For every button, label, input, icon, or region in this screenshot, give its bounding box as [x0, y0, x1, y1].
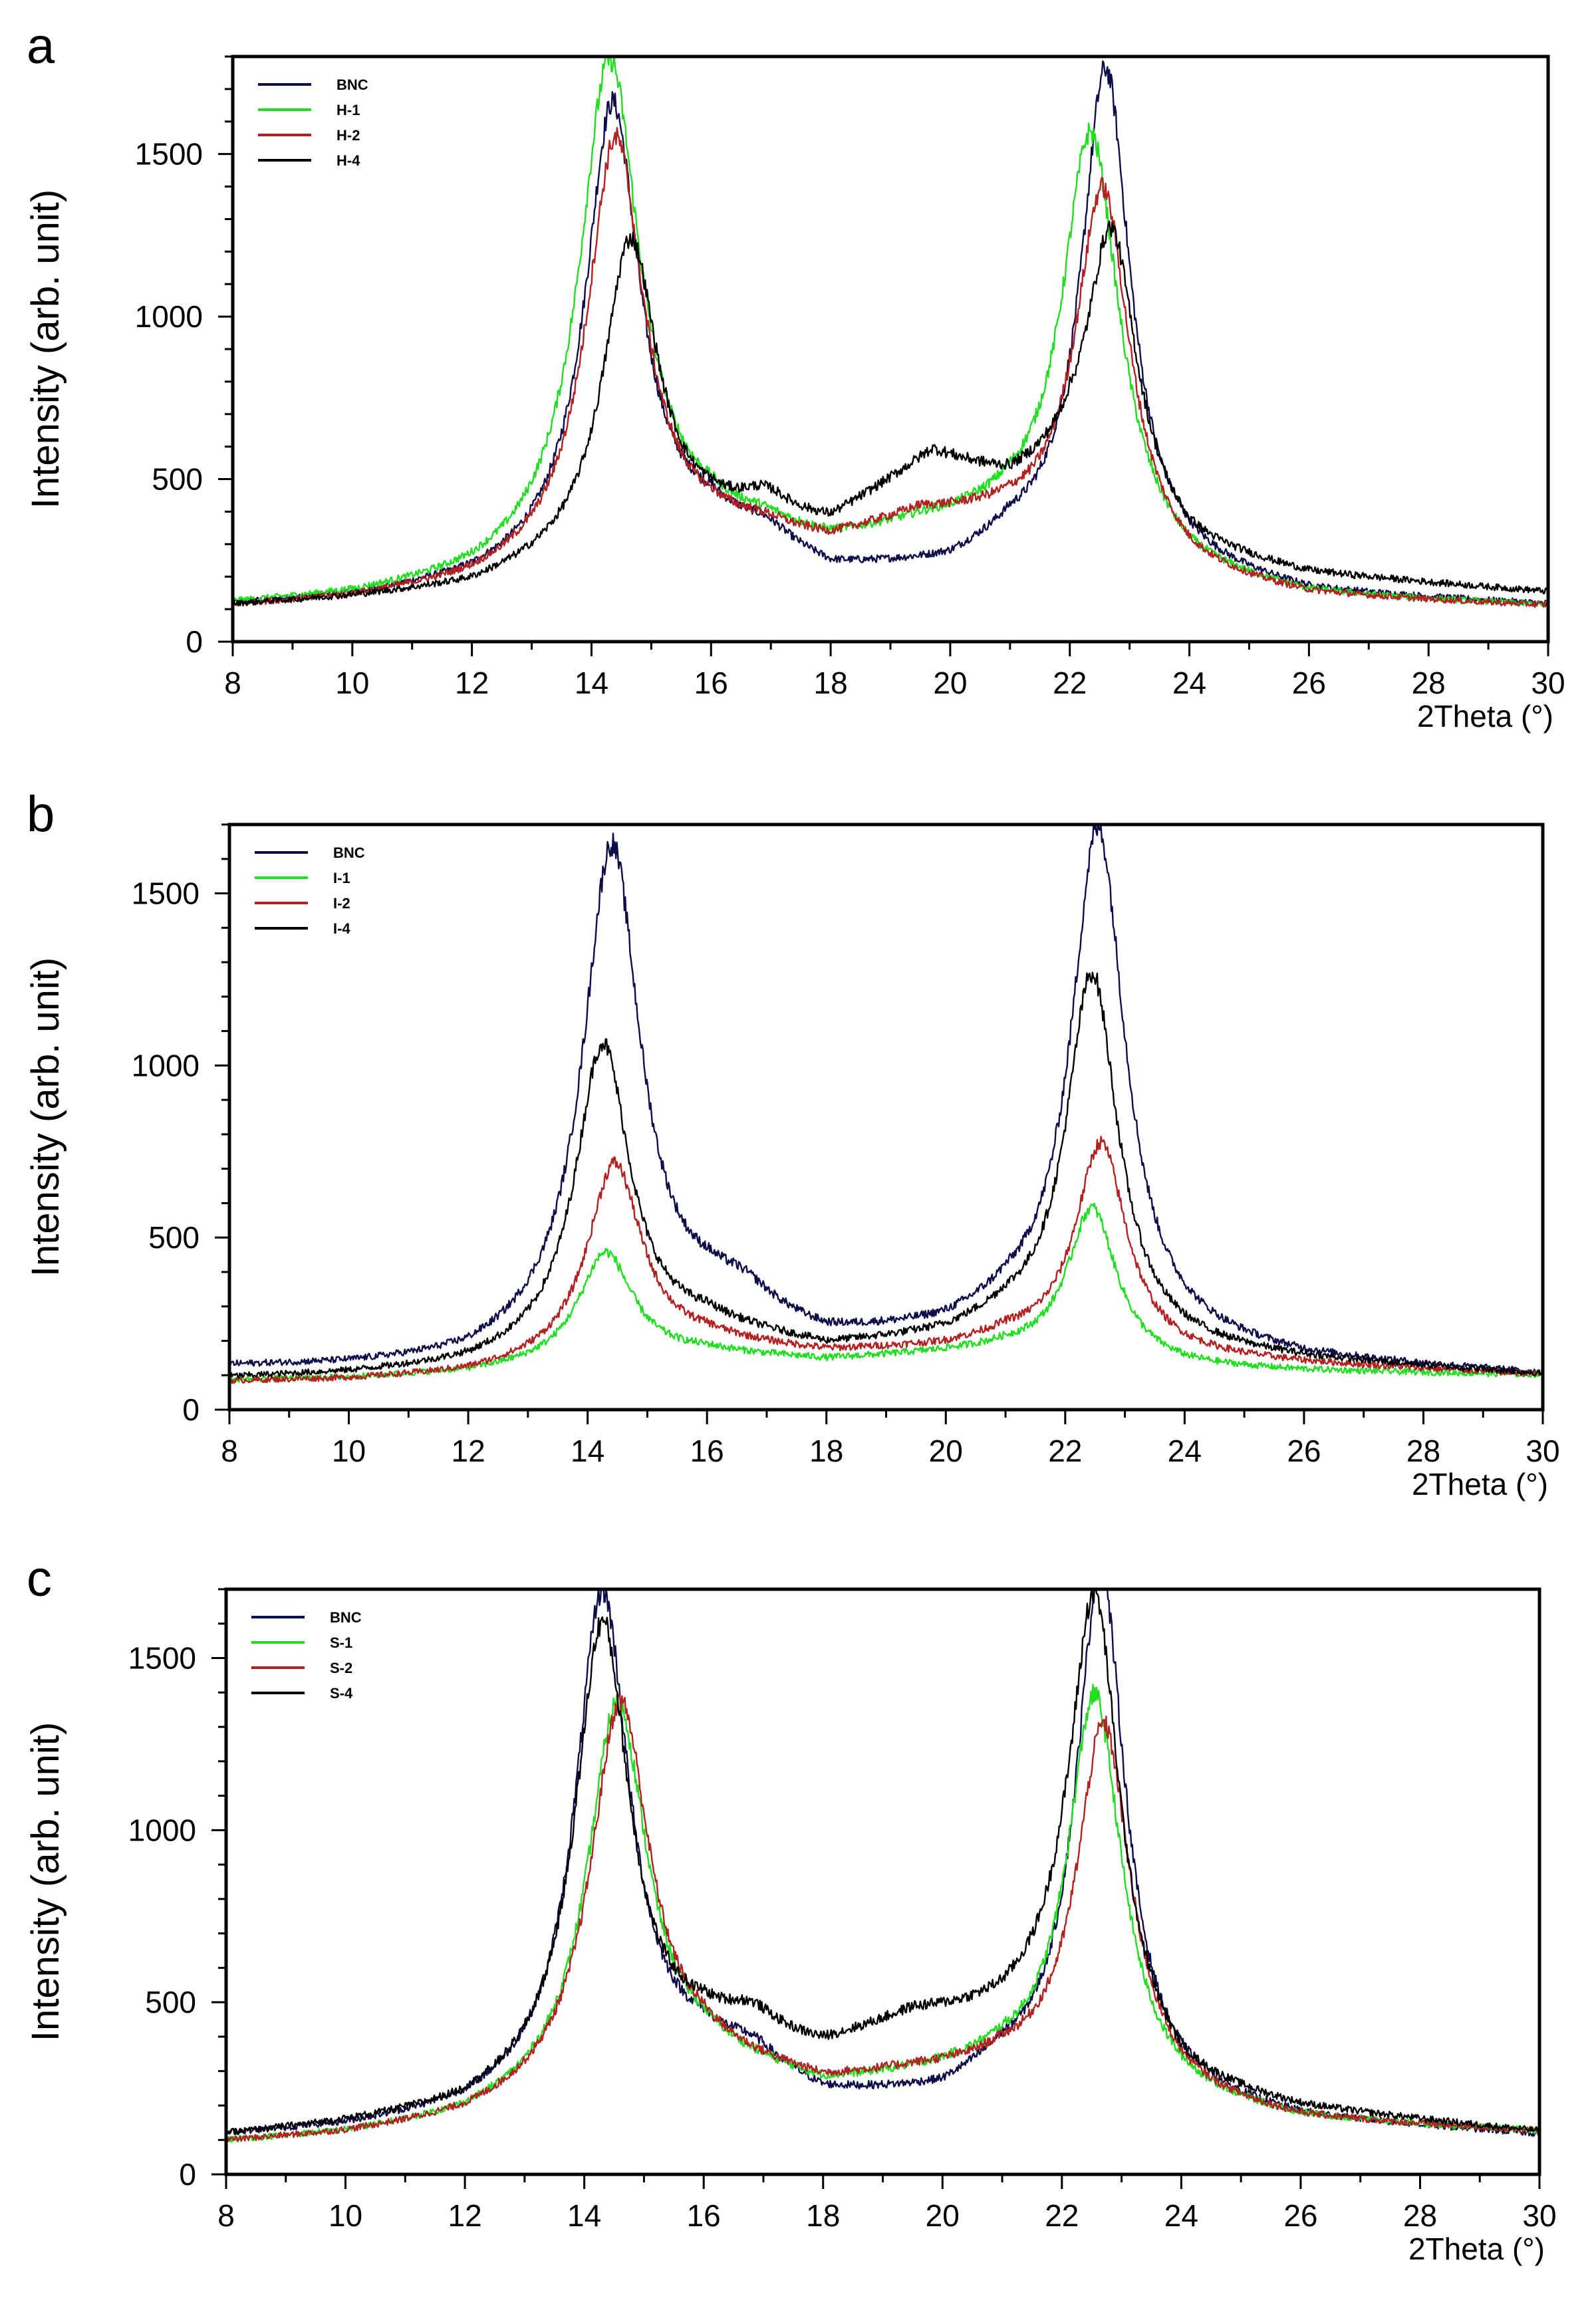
x-tick-label: 18: [809, 1434, 843, 1468]
y-tick-label: 500: [152, 462, 203, 497]
series-line-i-4: [229, 971, 1543, 1379]
y-axis-title: Intensity (arb. unit): [24, 958, 67, 1277]
series-group: [233, 57, 1548, 608]
legend-label: H-1: [336, 102, 360, 118]
panel-b: b 8 10 12 14 16 18 20 22 24 26 28 30 0 500 1000 1500 Inte…: [24, 786, 1560, 1501]
y-axis-title: Intensity (arb. unit): [24, 1722, 67, 2041]
panel-letter: b: [27, 786, 55, 842]
x-tick-label: 24: [1164, 2198, 1198, 2233]
panel-letter: a: [27, 18, 55, 74]
legend-label: S-2: [330, 1660, 352, 1676]
x-tick-label: 20: [933, 666, 967, 700]
x-tick-label: 24: [1172, 666, 1206, 700]
y-tick-label: 0: [182, 1392, 200, 1427]
legend-label: BNC: [333, 844, 365, 861]
x-tick-label: 8: [221, 1434, 238, 1468]
x-tick-label: 30: [1531, 666, 1565, 700]
x-tick-label: 30: [1522, 2198, 1556, 2233]
x-tick-label: 12: [455, 666, 489, 700]
x-tick-label: 28: [1412, 666, 1446, 700]
x-axis-title: 2Theta (°): [1412, 1467, 1548, 1501]
legend: BNC I-1 I-2 I-4: [255, 844, 365, 937]
series-line-s-4: [226, 1589, 1539, 2135]
x-tick-label: 8: [224, 666, 241, 700]
x-tick-label: 26: [1292, 666, 1326, 700]
x-tick-label: 16: [694, 666, 728, 700]
legend-label: I-2: [333, 895, 350, 912]
y-tick-label: 1500: [135, 137, 203, 172]
series-line-i-2: [229, 1136, 1543, 1384]
series-line-s-2: [226, 1694, 1539, 2142]
legend: BNC H-1 H-2 H-4: [258, 76, 368, 169]
x-tick-label: 10: [335, 666, 369, 700]
series-line-bnc: [229, 825, 1543, 1376]
y-tick-label: 1000: [132, 1048, 200, 1083]
x-tick-label: 18: [806, 2198, 840, 2233]
y-tick-label: 0: [179, 2157, 196, 2192]
x-tick-label: 8: [217, 2198, 235, 2233]
x-tick-label: 26: [1287, 1434, 1321, 1468]
x-axis-title: 2Theta (°): [1417, 699, 1553, 733]
plot-frame: [231, 55, 1550, 644]
x-tick-label: 22: [1048, 1434, 1082, 1468]
x-tick-label: 16: [690, 1434, 724, 1468]
x-tick-label: 12: [448, 2198, 482, 2233]
legend: BNC S-1 S-2 S-4: [251, 1609, 362, 1702]
y-axis-title: Intensity (arb. unit): [24, 190, 67, 509]
x-tick-label: 14: [567, 2198, 601, 2233]
legend-label: BNC: [330, 1609, 362, 1626]
y-tick-label: 1000: [135, 299, 203, 334]
y-tick-label: 0: [186, 624, 203, 659]
x-tick-label: 30: [1526, 1434, 1559, 1468]
y-tick-label: 500: [148, 1220, 200, 1255]
x-tick-label: 10: [332, 1434, 366, 1468]
x-tick-label: 12: [452, 1434, 485, 1468]
x-tick-label: 26: [1283, 2198, 1317, 2233]
legend-label: S-1: [330, 1634, 352, 1651]
series-line-i-1: [229, 1202, 1543, 1383]
x-tick-label: 20: [929, 1434, 963, 1468]
x-tick-label: 14: [571, 1434, 604, 1468]
y-tick-label: 1500: [132, 876, 200, 911]
panel-letter: c: [27, 1551, 52, 1607]
x-tick-label: 28: [1403, 2198, 1437, 2233]
legend-label: I-1: [333, 870, 350, 886]
panel-a: a 8 10 12 14 16 18 20 22 24 26 28 30 0 500 1000 1500 Inte…: [24, 18, 1565, 733]
legend-label: I-4: [333, 920, 350, 937]
x-tick-label: 24: [1168, 1434, 1202, 1468]
x-tick-label: 10: [329, 2198, 362, 2233]
series-line-h-2: [233, 127, 1548, 608]
x-tick-label: 22: [1053, 666, 1087, 700]
y-tick-label: 1500: [128, 1641, 196, 1676]
series-line-s-1: [226, 1684, 1539, 2143]
legend-label: H-2: [336, 127, 360, 144]
x-tick-label: 28: [1406, 1434, 1440, 1468]
x-tick-label: 20: [926, 2198, 960, 2233]
x-tick-label: 22: [1045, 2198, 1079, 2233]
series-line-bnc: [226, 1589, 1539, 2137]
x-tick-label: 14: [575, 666, 608, 700]
series-line-h-4: [233, 220, 1548, 607]
y-tick-label: 500: [145, 1985, 196, 2019]
series-group: [226, 1589, 1539, 2143]
panel-c: c 8 10 12 14 16 18 20 22 24 26 28 30 0 500 1000 1500 Inte…: [24, 1551, 1557, 2266]
series-group: [229, 825, 1543, 1384]
legend-label: S-4: [330, 1685, 353, 1702]
x-tick-label: 16: [687, 2198, 721, 2233]
legend-label: BNC: [336, 76, 368, 93]
x-tick-label: 18: [814, 666, 848, 700]
legend-label: H-4: [336, 152, 360, 169]
x-axis-title: 2Theta (°): [1408, 2232, 1545, 2266]
series-line-h-1: [233, 57, 1548, 607]
y-tick-label: 1000: [128, 1813, 196, 1847]
series-line-bnc: [233, 60, 1548, 606]
